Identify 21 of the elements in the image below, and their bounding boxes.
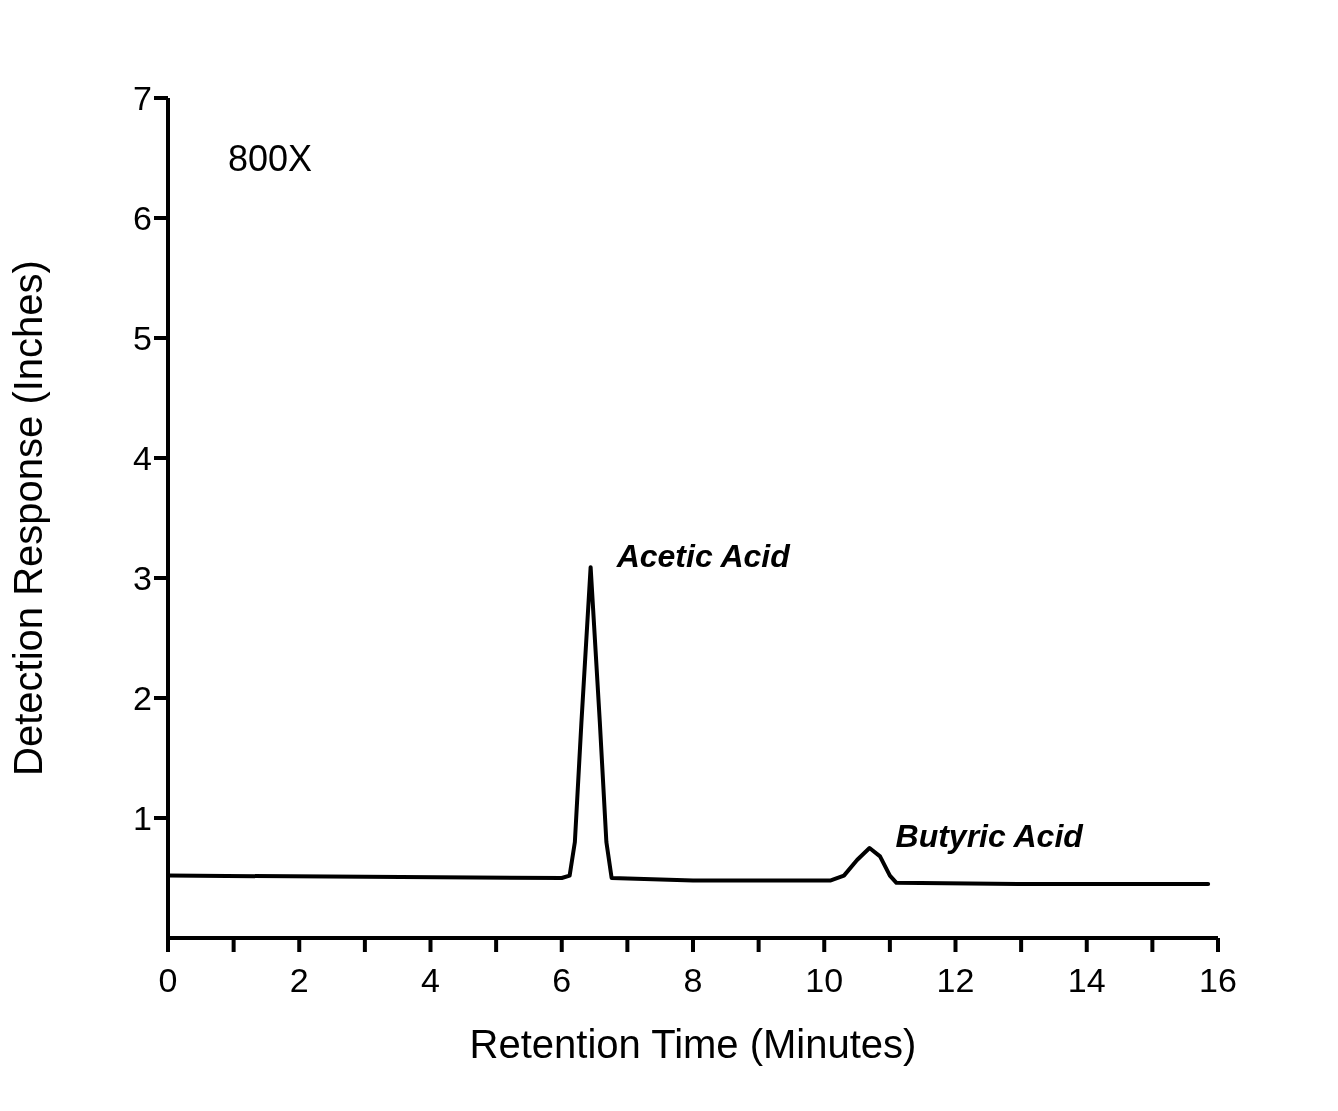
y-tick-label: 5 <box>133 319 152 358</box>
x-tick-label: 10 <box>805 961 844 1000</box>
x-tick-label: 12 <box>936 961 975 1000</box>
y-tick-label: 7 <box>133 79 152 118</box>
x-axis-title: Retention Time (Minutes) <box>469 1022 917 1066</box>
y-tick-label: 6 <box>133 199 152 238</box>
y-axis-title: Detection Response (Inches) <box>6 260 51 776</box>
y-tick-label: 4 <box>133 439 152 478</box>
annotation: Acetic Acid <box>615 537 792 574</box>
annotation: 800X <box>228 138 313 180</box>
y-tick-label: 1 <box>133 799 152 838</box>
y-tick-label: 2 <box>133 679 152 718</box>
annotation: Butyric Acid <box>895 818 1085 855</box>
x-tick-label: 8 <box>683 961 703 1000</box>
x-tick-label: 4 <box>421 961 440 1000</box>
x-tick-label: 16 <box>1199 961 1237 1000</box>
x-tick-label: 2 <box>289 961 309 1000</box>
x-tick-label: 14 <box>1067 961 1106 1000</box>
x-tick-label: 6 <box>552 961 572 1000</box>
x-tick-label: 0 <box>158 961 178 1000</box>
y-tick-label: 3 <box>133 559 152 598</box>
